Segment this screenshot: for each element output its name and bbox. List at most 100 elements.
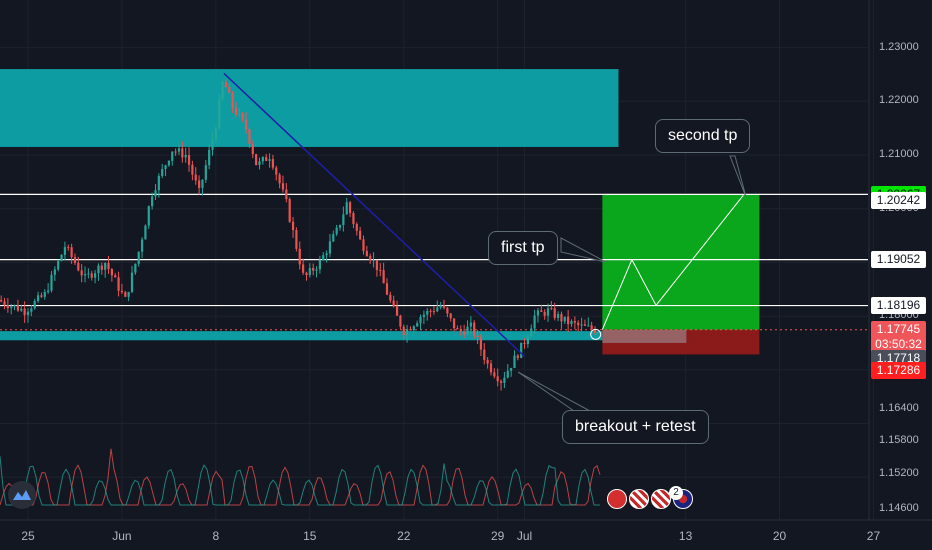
- candle-body: [556, 314, 560, 318]
- candle-body: [43, 291, 46, 297]
- candle-body: [459, 329, 462, 332]
- candle-body: [369, 256, 372, 261]
- candle-body: [302, 264, 305, 273]
- candle-body: [90, 273, 93, 278]
- price-tick-label: 1.16400: [879, 402, 919, 414]
- target-zone[interactable]: [602, 194, 760, 330]
- candle-body: [40, 295, 43, 297]
- date-tick-label: 27: [866, 529, 881, 543]
- candle-body: [580, 324, 583, 326]
- date-tick-label: Jun: [112, 529, 132, 543]
- date-tick-label: Jul: [516, 529, 533, 543]
- candle-body: [506, 370, 509, 378]
- candle-body: [53, 269, 56, 275]
- candle-body: [30, 308, 33, 312]
- annotation-second-tp[interactable]: second tp: [655, 119, 751, 153]
- candle-body: [20, 308, 23, 311]
- indicator-line: [0, 456, 600, 506]
- candle-body: [385, 283, 389, 295]
- volume-oscillator: [0, 448, 601, 506]
- candle-body: [345, 202, 348, 215]
- date-tick-label: 22: [397, 529, 411, 543]
- candle-body: [127, 291, 130, 297]
- flag-icon[interactable]: [629, 489, 649, 509]
- candle-body: [161, 169, 164, 176]
- candle-body: [318, 260, 321, 270]
- candle-body: [530, 328, 533, 337]
- candle-body: [412, 326, 415, 331]
- entry-marker: [590, 328, 602, 340]
- candle-body: [379, 269, 382, 271]
- candle-body: [171, 151, 174, 161]
- candle-body: [516, 355, 519, 358]
- candle-body: [463, 331, 466, 335]
- candle-body: [295, 230, 298, 249]
- candle-body: [466, 326, 469, 335]
- candle-body: [97, 265, 100, 274]
- candle-body: [6, 305, 9, 309]
- candle-body: [489, 363, 493, 373]
- indicator-line: [0, 448, 601, 506]
- tradingview-logo-icon[interactable]: [8, 481, 36, 509]
- support-zone[interactable]: [0, 331, 603, 341]
- candle-body: [587, 325, 590, 327]
- candle-body: [3, 301, 6, 306]
- candle-body: [184, 155, 187, 158]
- candle-body: [493, 372, 496, 377]
- candle-body: [402, 326, 405, 336]
- price-tag: 1.18196: [871, 297, 926, 315]
- candle-body: [285, 189, 288, 200]
- candle-body: [536, 310, 540, 316]
- candle-body: [352, 213, 355, 224]
- candle-body: [0, 299, 3, 302]
- candle-body: [224, 82, 228, 88]
- candle-body: [281, 183, 285, 190]
- resistance-zone[interactable]: [0, 69, 619, 147]
- candle-body: [241, 113, 244, 120]
- candle-body: [496, 376, 499, 382]
- flag-icon[interactable]: [607, 489, 627, 509]
- candle-body: [70, 247, 73, 258]
- annotation-first-tp[interactable]: first tp: [488, 231, 558, 265]
- date-tick-label: 20: [772, 529, 787, 543]
- candle-body: [248, 128, 251, 144]
- candle-body: [593, 329, 597, 333]
- trendline[interactable]: [223, 72, 526, 357]
- flag-icon[interactable]: [651, 489, 671, 509]
- event-markers[interactable]: [607, 489, 693, 509]
- candle-body: [540, 310, 543, 312]
- annotation-breakout-retest[interactable]: breakout + retest: [562, 410, 709, 444]
- candle-body: [194, 174, 197, 181]
- candle-body: [499, 381, 503, 383]
- candle-body: [144, 225, 147, 240]
- candle-body: [422, 314, 425, 317]
- candle-body: [218, 99, 221, 129]
- candle-body: [124, 292, 127, 297]
- candle-body: [63, 247, 67, 255]
- candle-body: [107, 262, 110, 270]
- candle-body: [174, 151, 177, 153]
- candle-body: [308, 268, 311, 275]
- candle-body: [359, 230, 362, 240]
- candle-body: [16, 305, 20, 311]
- candle-body: [375, 259, 379, 270]
- candle-body: [442, 305, 446, 308]
- candle-body: [83, 273, 87, 276]
- candle-body: [47, 290, 50, 292]
- candle-body: [426, 310, 429, 315]
- candle-body: [432, 311, 436, 313]
- candle-body: [419, 316, 422, 324]
- candle-body: [446, 307, 449, 314]
- candle-body: [546, 308, 550, 316]
- candle-body: [583, 324, 587, 326]
- price-tick-label: 1.23000: [879, 40, 919, 53]
- candle-body: [137, 251, 140, 264]
- candle-body: [244, 119, 248, 129]
- candle-body: [268, 159, 271, 161]
- candle-body: [577, 322, 580, 326]
- candle-body: [73, 257, 77, 263]
- candle-body: [221, 82, 224, 100]
- projection-path[interactable]: [601, 194, 744, 330]
- candle-body: [291, 221, 295, 231]
